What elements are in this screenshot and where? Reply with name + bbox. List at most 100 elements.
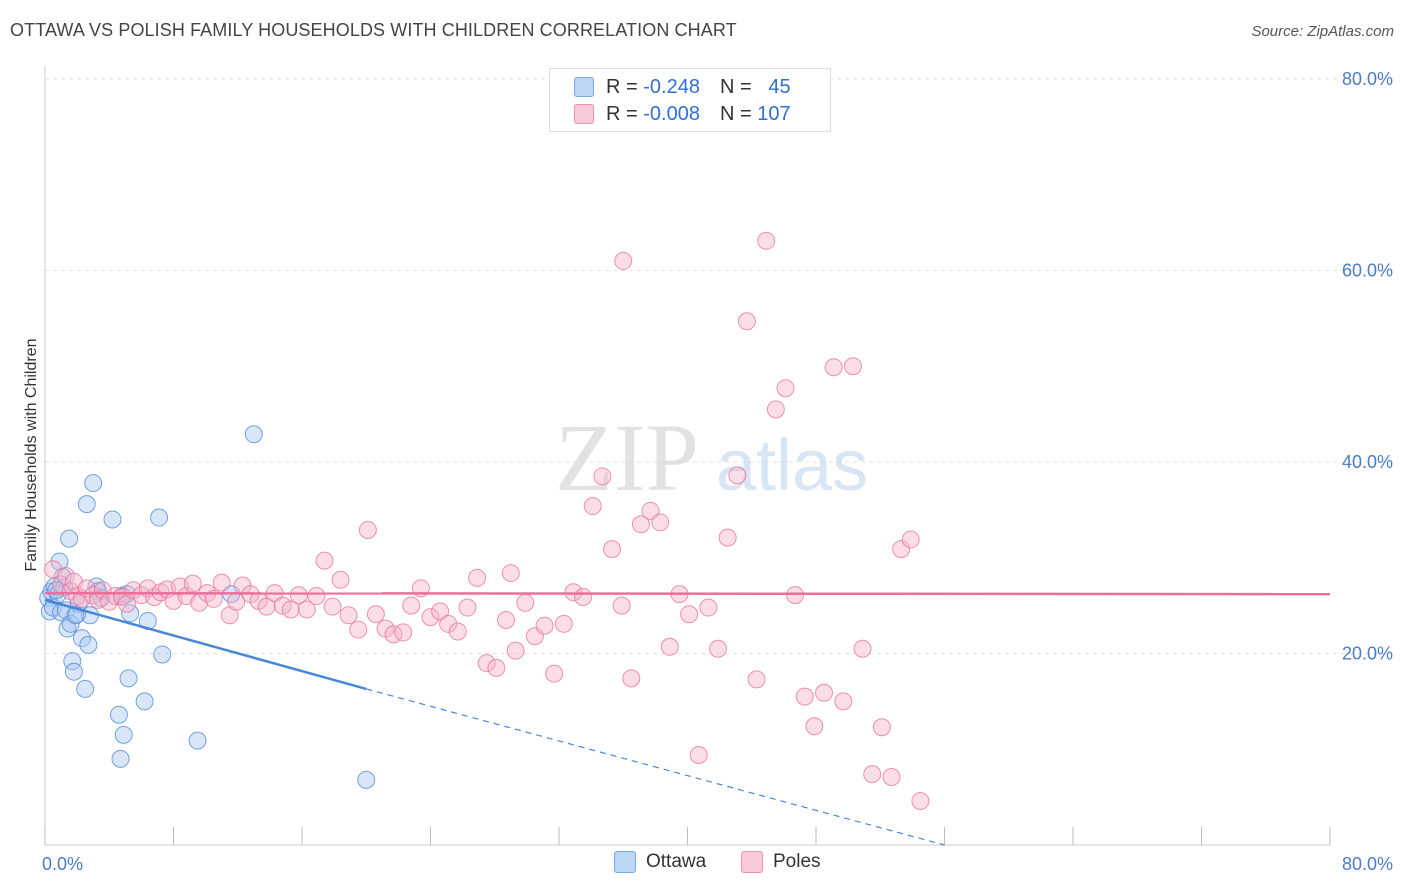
trend-line-poles xyxy=(44,591,1331,596)
point-poles xyxy=(786,586,805,605)
point-poles xyxy=(84,586,103,605)
point-poles xyxy=(834,692,853,711)
legend-n-label: N = xyxy=(719,102,752,125)
point-poles xyxy=(402,596,421,615)
point-poles xyxy=(281,600,300,619)
point-ottawa xyxy=(84,474,103,493)
point-ottawa xyxy=(135,692,154,711)
legend-n-value: 107 xyxy=(757,102,791,125)
point-poles xyxy=(535,616,554,635)
point-poles xyxy=(911,791,930,810)
point-ottawa xyxy=(153,645,172,664)
chart-title: OTTAWA VS POLISH FAMILY HOUSEHOLDS WITH … xyxy=(10,20,737,40)
legend-label-poles: Poles xyxy=(773,851,821,872)
point-poles xyxy=(651,513,670,532)
point-ottawa xyxy=(103,510,122,529)
point-ottawa xyxy=(61,614,80,633)
point-poles xyxy=(622,669,641,688)
point-poles xyxy=(660,637,679,656)
point-poles xyxy=(747,670,766,689)
correlation-legend: R = -0.248 N = 45 R = -0.008 N = 107 xyxy=(549,68,831,132)
point-poles xyxy=(882,768,901,787)
point-poles xyxy=(815,683,834,702)
point-poles xyxy=(204,589,223,608)
y-axis-label: Family Households with Children xyxy=(23,339,40,572)
point-poles xyxy=(766,400,785,419)
point-ottawa xyxy=(66,606,85,625)
point-poles xyxy=(289,586,308,605)
point-poles xyxy=(603,540,622,559)
point-ottawa xyxy=(47,581,66,600)
point-ottawa xyxy=(77,495,96,514)
point-poles xyxy=(728,466,747,485)
point-poles xyxy=(757,231,776,250)
point-poles xyxy=(843,357,862,376)
series-poles xyxy=(44,231,930,810)
point-poles xyxy=(72,589,91,608)
point-ottawa xyxy=(109,705,128,724)
point-ottawa xyxy=(58,619,77,638)
point-ottawa xyxy=(111,749,130,768)
watermark-zip: ZIP xyxy=(555,404,699,511)
point-poles xyxy=(737,312,756,331)
point-poles xyxy=(307,587,326,606)
point-poles xyxy=(297,600,316,619)
point-poles xyxy=(574,588,593,607)
point-ottawa xyxy=(72,629,91,648)
axes xyxy=(44,66,1331,846)
point-poles xyxy=(612,596,631,615)
point-poles xyxy=(339,606,358,625)
point-poles xyxy=(366,605,385,624)
point-ottawa xyxy=(357,770,376,789)
point-poles xyxy=(824,358,843,377)
y-tick-label: 80.0% xyxy=(1342,69,1393,89)
point-poles xyxy=(689,745,708,764)
point-poles xyxy=(641,501,660,520)
point-poles xyxy=(901,530,920,549)
point-poles xyxy=(680,605,699,624)
trend-lines xyxy=(44,591,1331,846)
legend-item-ottawa[interactable]: Ottawa xyxy=(614,851,706,873)
point-poles xyxy=(853,639,872,658)
point-poles xyxy=(892,540,911,559)
trend-extension-ottawa xyxy=(366,688,945,846)
poles-swatch xyxy=(574,104,594,124)
legend-r-value: -0.008 xyxy=(643,102,700,125)
watermark-atlas: atlas xyxy=(716,426,868,506)
point-poles xyxy=(421,608,440,627)
point-poles xyxy=(631,515,650,534)
point-poles xyxy=(331,570,350,589)
point-ottawa xyxy=(60,529,79,548)
point-poles xyxy=(323,597,342,616)
point-poles xyxy=(315,551,334,570)
point-poles xyxy=(68,587,87,606)
point-poles xyxy=(872,718,891,737)
x-tick-label: 80.0% xyxy=(1342,854,1393,874)
watermark: ZIP atlas xyxy=(555,404,868,511)
point-poles xyxy=(699,598,718,617)
point-poles xyxy=(468,568,487,587)
point-poles xyxy=(564,583,583,602)
point-poles xyxy=(506,641,525,660)
x-tick-label: 0.0% xyxy=(42,854,83,874)
y-tick-label: 20.0% xyxy=(1342,644,1393,664)
point-ottawa xyxy=(121,604,140,623)
point-ottawa xyxy=(76,679,95,698)
point-poles xyxy=(545,664,564,683)
point-poles xyxy=(614,251,633,270)
grid-lines xyxy=(45,78,1392,654)
legend-r-label: R = xyxy=(606,75,638,98)
data-points xyxy=(39,231,930,810)
legend-row-poles: R = -0.008 N = 107 xyxy=(574,101,791,127)
point-poles xyxy=(805,717,824,736)
point-poles xyxy=(448,622,467,641)
legend-item-poles[interactable]: Poles xyxy=(741,851,821,873)
point-poles xyxy=(458,598,477,617)
point-poles xyxy=(257,597,276,616)
chart-source: Source: ZipAtlas.com xyxy=(1251,23,1394,40)
legend-label-ottawa: Ottawa xyxy=(646,851,707,872)
point-poles xyxy=(554,614,573,633)
point-poles xyxy=(487,658,506,677)
point-poles xyxy=(593,467,612,486)
point-poles xyxy=(183,574,202,593)
